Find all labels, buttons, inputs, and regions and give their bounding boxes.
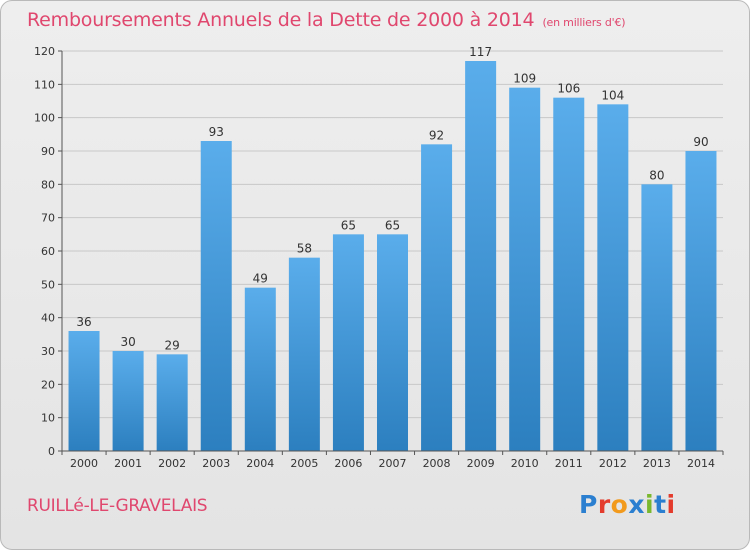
data-label: 65	[341, 218, 356, 232]
data-label: 109	[513, 72, 536, 86]
data-label: 30	[120, 335, 135, 349]
x-axis: 2000 2001 2002 2003 2004 2005 2006 2007 2008 2009…	[61, 450, 724, 470]
place-name: RUILLé-LE-GRAVELAIS	[27, 496, 208, 516]
data-label: 65	[385, 218, 400, 232]
bars: 36 30 29 93 49 58 65 65 92 117 109 106 104 80 90	[68, 45, 717, 452]
logo-letter: o	[610, 490, 629, 519]
bar	[156, 354, 188, 451]
x-tick-label: 2001	[114, 457, 142, 470]
logo-letter: i	[666, 490, 676, 519]
data-label: 80	[649, 168, 664, 182]
bar	[641, 184, 673, 452]
bar	[68, 331, 100, 451]
y-tick-label: 10	[41, 412, 55, 425]
proxiti-logo[interactable]: Proxiti	[579, 490, 676, 519]
data-label: 90	[693, 135, 708, 149]
data-label: 49	[253, 272, 268, 286]
data-label: 92	[429, 128, 444, 142]
bar	[244, 287, 276, 451]
bar	[421, 144, 453, 452]
x-tick-label: 2007	[379, 457, 407, 470]
bar	[509, 87, 541, 452]
x-tick-label: 2012	[599, 457, 627, 470]
bar	[377, 234, 408, 451]
x-tick-label: 2011	[555, 457, 583, 470]
y-tick-label: 100	[34, 112, 55, 125]
x-tick-label: 2000	[70, 457, 98, 470]
bar	[332, 234, 364, 451]
x-tick-label: 2003	[202, 457, 230, 470]
title-text: Remboursements Annuels de la Dette de 20…	[27, 9, 535, 31]
bar	[288, 257, 320, 451]
x-tick-label: 2013	[643, 457, 671, 470]
x-tick-label: 2009	[467, 457, 495, 470]
x-tick-label: 2004	[246, 457, 274, 470]
y-tick-label: 90	[41, 145, 55, 158]
data-label: 117	[469, 45, 492, 59]
bar	[553, 97, 585, 452]
y-tick-label: 30	[41, 345, 55, 358]
y-tick-label: 110	[34, 78, 55, 91]
data-label: 58	[297, 242, 312, 256]
bar	[200, 141, 232, 451]
y-tick-label: 50	[41, 278, 55, 291]
y-tick-label: 60	[41, 245, 55, 258]
data-label: 106	[557, 82, 580, 96]
logo-letter: P	[579, 490, 598, 519]
x-tick-label: 2014	[687, 457, 715, 470]
y-tick-label: 40	[41, 312, 55, 325]
data-label: 29	[165, 338, 180, 352]
x-tick-label: 2006	[334, 457, 362, 470]
x-tick-label: 2005	[290, 457, 318, 470]
y-tick-label: 20	[41, 378, 55, 391]
data-label: 104	[601, 88, 624, 102]
logo-letter: i	[645, 490, 655, 519]
logo-letter: r	[597, 490, 611, 519]
bar	[685, 151, 717, 451]
logo-letter: x	[628, 490, 645, 519]
y-tick-label: 120	[34, 45, 55, 58]
bar	[112, 351, 144, 451]
bar	[465, 61, 497, 451]
title-unit: (en milliers d'€)	[542, 16, 626, 29]
y-axis: 0 10 20 30 40 50 60 70 80 90 100 110 120	[34, 45, 63, 458]
chart-title: Remboursements Annuels de la Dette de 20…	[27, 9, 626, 31]
logo-letter: t	[654, 490, 667, 519]
x-tick-label: 2010	[511, 457, 539, 470]
y-tick-label: 70	[41, 212, 55, 225]
data-label: 93	[209, 125, 224, 139]
bar	[597, 104, 629, 451]
x-tick-label: 2002	[158, 457, 186, 470]
data-label: 36	[76, 315, 91, 329]
x-tick-label: 2008	[423, 457, 451, 470]
y-tick-label: 80	[41, 178, 55, 191]
y-tick-label: 0	[48, 445, 55, 458]
